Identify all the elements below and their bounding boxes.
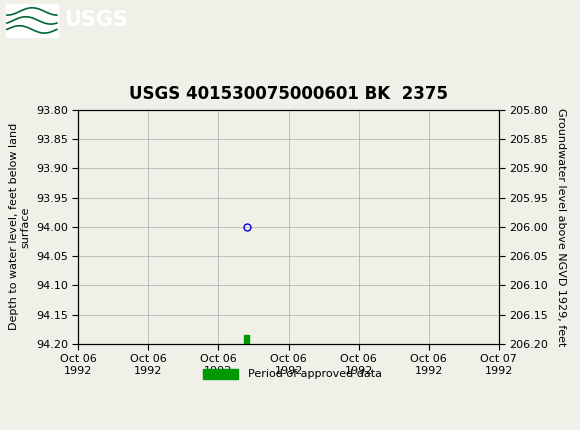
Text: Period of approved data: Period of approved data bbox=[248, 369, 382, 379]
Y-axis label: Groundwater level above NGVD 1929, feet: Groundwater level above NGVD 1929, feet bbox=[556, 108, 567, 346]
Bar bbox=[203, 369, 238, 379]
Title: USGS 401530075000601 BK  2375: USGS 401530075000601 BK 2375 bbox=[129, 85, 448, 102]
Bar bbox=[6, 4, 58, 37]
Bar bbox=[244, 335, 249, 346]
Y-axis label: Depth to water level, feet below land
surface: Depth to water level, feet below land su… bbox=[9, 123, 30, 330]
Text: USGS: USGS bbox=[64, 10, 128, 31]
